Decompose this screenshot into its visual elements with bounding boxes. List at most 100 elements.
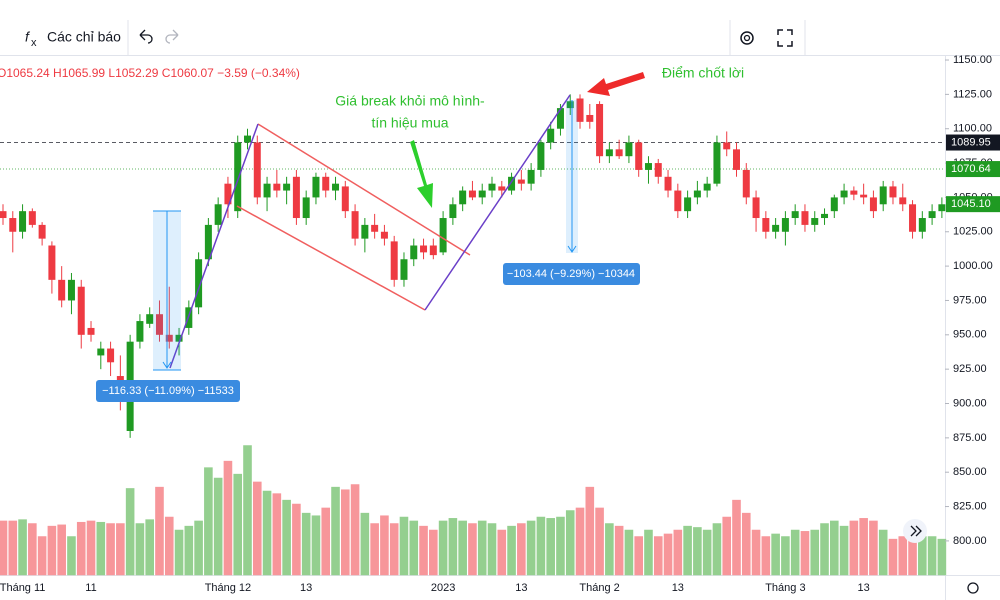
candle-body [341, 186, 349, 212]
volume-bar [57, 524, 66, 576]
candle-body [762, 218, 770, 232]
volume-bar [624, 529, 634, 576]
candle-body [332, 183, 340, 191]
candle-body [292, 176, 300, 219]
candle-body [752, 197, 760, 219]
settings[interactable] [740, 31, 754, 45]
volume-bar [125, 488, 135, 576]
axis-settings[interactable] [967, 582, 979, 594]
volume-bar [350, 484, 360, 576]
volume-bar [869, 520, 878, 576]
candle-body [928, 211, 936, 219]
volume-bar [282, 499, 291, 576]
candle-body [517, 179, 525, 184]
undo[interactable] [139, 29, 153, 44]
fx-icon-x: x [31, 37, 37, 49]
candle-body [9, 218, 17, 232]
volume-bar [859, 518, 868, 576]
x-tick-label: 13 [858, 582, 870, 594]
volume-bar [272, 493, 282, 576]
volume-bar [556, 516, 565, 576]
volume-bar [243, 445, 252, 576]
volume-bar [28, 523, 37, 576]
candle-body [723, 142, 731, 150]
candle-body [547, 128, 555, 143]
volume-bar [331, 486, 340, 576]
candle-body [664, 176, 672, 191]
y-tick-label: 925.00 [953, 363, 987, 375]
volume-bar [184, 525, 194, 576]
volume-bar [830, 520, 839, 576]
candle-body [625, 142, 633, 157]
candle-body [889, 186, 897, 198]
candle-body [67, 279, 75, 301]
fx-icon[interactable]: f [25, 29, 31, 45]
volume-bar [0, 520, 8, 576]
scroll-button[interactable] [903, 519, 927, 543]
y-tick-label: 1150.00 [953, 54, 992, 66]
candle-body [791, 211, 799, 219]
volume-bar [839, 525, 849, 576]
x-tick-label: 11 [85, 582, 96, 594]
price-label: 1070.64 [951, 163, 991, 175]
candle-body [869, 197, 877, 212]
fullscreen[interactable] [777, 29, 793, 47]
candle-body [155, 314, 163, 335]
candle-body [136, 321, 144, 342]
settings-core [743, 34, 751, 42]
volume-bar [536, 516, 546, 576]
volume-bar [683, 525, 692, 576]
candle-body [527, 169, 535, 184]
volume-bar [918, 536, 927, 576]
volume-bar [526, 520, 536, 576]
candle-body [733, 149, 740, 170]
volume-bar [741, 512, 751, 576]
volume-bar [517, 523, 526, 576]
candle-body [439, 218, 447, 253]
candle-body [860, 194, 868, 198]
ohlc-legend: O1065.24 H1065.99 L1052.29 C1060.07 −3.5… [0, 66, 300, 80]
volume-bar [419, 525, 428, 576]
x-tick-label: Tháng 2 [579, 582, 619, 594]
annotation-text: Giá break khỏi mô hình- [335, 93, 485, 109]
volume-bar [673, 529, 683, 576]
candle-body [713, 142, 721, 184]
volume-bar [155, 486, 164, 576]
y-tick-label: 825.00 [953, 500, 987, 512]
volume-bar [820, 523, 829, 576]
volume-bar [634, 536, 643, 576]
indicators-button[interactable]: Các chỉ báo [47, 29, 121, 45]
volume-bar [761, 536, 771, 576]
volume-bar [311, 515, 321, 576]
candle-body [654, 163, 662, 177]
price-label: 1045.10 [951, 198, 991, 210]
volume-bar [341, 489, 350, 576]
redo[interactable] [165, 29, 179, 44]
volume-bar [409, 520, 419, 576]
volume-bar [732, 499, 741, 576]
x-tick-label: Tháng 12 [205, 582, 251, 594]
candle-body [322, 176, 330, 191]
x-tick-label: 13 [300, 582, 312, 594]
candle-body [234, 142, 242, 212]
volume-bar [663, 533, 673, 576]
volume-bar [76, 521, 86, 576]
volume-bar [908, 533, 917, 576]
candle-body [38, 224, 46, 239]
volume-bar [702, 529, 712, 576]
volume-bar [116, 523, 125, 576]
volume-bar [546, 518, 555, 576]
annotation-arrow [410, 140, 433, 208]
y-tick-label: 1000.00 [953, 260, 993, 272]
candle-body [0, 211, 7, 219]
volume-bar [204, 467, 213, 576]
measure-label: −103.44 (−9.29%) −10344 [507, 268, 635, 280]
volume-bar [86, 520, 96, 576]
candle-body [693, 190, 701, 198]
candle-body [87, 327, 95, 335]
volume-bar [370, 523, 379, 576]
trend-line [424, 94, 571, 311]
volume-bar [233, 473, 243, 576]
channel-lower [236, 205, 426, 311]
price-label-bg [946, 134, 1000, 151]
